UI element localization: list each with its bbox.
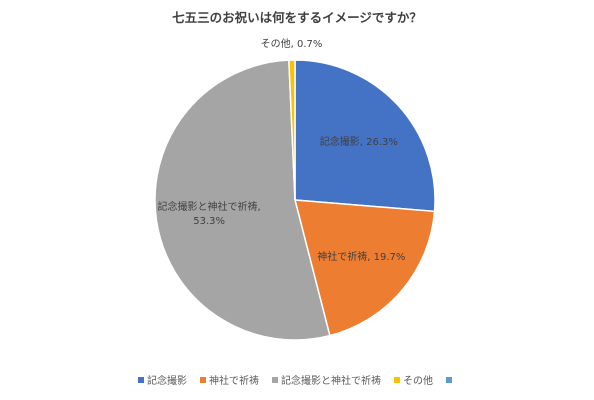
pie-slice-3 <box>154 59 331 341</box>
legend-label-2: 神社で祈祷 <box>209 374 259 387</box>
data-label-4: その他, 0.7% <box>261 37 323 50</box>
pie-slice-4 <box>288 59 296 201</box>
legend-swatch-4 <box>394 377 400 383</box>
pie-slice-2 <box>294 199 436 337</box>
pie-slice-1 <box>294 59 436 213</box>
chart-title: 七五三のお祝いは何をするイメージですか？ <box>172 10 422 25</box>
legend-swatch-3 <box>272 377 278 383</box>
legend-label-3: 記念撮影と神社で祈祷 <box>281 374 381 387</box>
pie-slices <box>154 59 436 341</box>
legend-label-4: その他 <box>403 374 433 387</box>
legend-label-1: 記念撮影 <box>147 374 187 387</box>
legend-swatch-1 <box>138 377 144 383</box>
legend-swatch-2 <box>200 377 206 383</box>
data-label-3: 記念撮影と神社で祈祷, 53.3% <box>158 200 261 227</box>
data-label-1: 記念撮影, 26.3% <box>320 135 398 148</box>
data-label-2: 神社で祈祷, 19.7% <box>317 250 405 263</box>
data-labels: 記念撮影, 26.3% 神社で祈祷, 19.7% 記念撮影と神社で祈祷, 53.3% そ… <box>158 37 406 263</box>
chart-legend: 記念撮影 神社で祈祷 記念撮影と神社で祈祷 その他 <box>138 374 452 387</box>
legend-swatch-5 <box>446 377 452 383</box>
